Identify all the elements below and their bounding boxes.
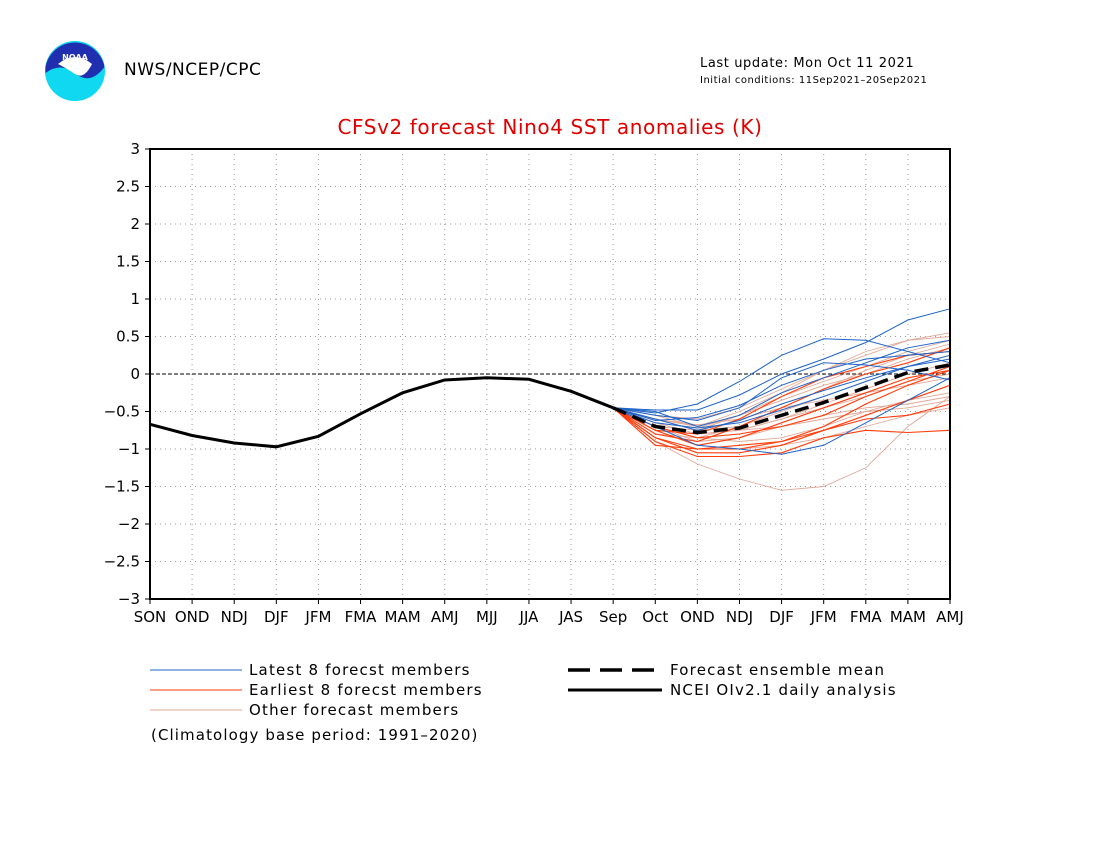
earliest-member-line <box>612 365 951 439</box>
earliest-member-line <box>612 350 951 435</box>
x-tick-label: JFM <box>810 608 837 626</box>
y-tick-labels: 3 2.5 2 1.5 1 0.5 0 −0.5 −1 −1.5 −2 −2.5 −3 <box>104 140 150 608</box>
latest-member-line <box>613 351 951 422</box>
noaa-logo-text: NOAA <box>62 53 88 62</box>
legend: Latest 8 forecst members Earliest 8 forec… <box>150 661 897 719</box>
x-tick-labels: SON OND NDJ DJF JFM FMA MAM AMJ MJJ JJA JAS Sep Oct O… <box>134 599 964 626</box>
x-tick-label: NDJ <box>221 608 248 626</box>
legend-label-earliest: Earliest 8 forecst members <box>249 681 483 699</box>
x-tick-label: JFM <box>304 608 331 626</box>
x-tick-label: AMJ <box>936 608 964 626</box>
earliest-member-line <box>612 369 951 446</box>
x-tick-label: JAS <box>558 608 583 626</box>
latest-member-line <box>613 339 951 428</box>
latest-member-line <box>613 354 951 429</box>
earliest-member-line <box>612 384 951 454</box>
y-tick-label: 0 <box>130 365 140 383</box>
y-tick-label: 0.5 <box>116 328 140 346</box>
org-label: NWS/NCEP/CPC <box>124 60 262 80</box>
latest-members <box>612 308 951 455</box>
y-tick-label: 2 <box>130 215 140 233</box>
latest-member-line <box>613 358 951 431</box>
legend-label-other: Other forecast members <box>249 701 459 719</box>
latest-member-line <box>612 377 951 455</box>
legend-label-latest: Latest 8 forecst members <box>249 661 471 679</box>
ensemble-mean-line <box>612 363 951 435</box>
y-tick-label: −1 <box>118 440 140 458</box>
latest-member-line <box>613 308 951 411</box>
latest-member-line <box>613 362 951 422</box>
analysis-line <box>149 376 614 449</box>
y-tick-label: −2 <box>118 515 140 533</box>
y-tick-label: −0.5 <box>104 403 140 421</box>
last-update-label: Last update: Mon Oct 11 2021 <box>700 56 915 71</box>
earliest-members <box>612 347 951 458</box>
y-tick-label: 1 <box>130 290 140 308</box>
y-tick-label: −2.5 <box>104 553 140 571</box>
y-tick-label: −3 <box>118 590 140 608</box>
x-tick-label: MJJ <box>476 608 498 626</box>
x-tick-label: OND <box>175 608 210 626</box>
x-tick-label: NDJ <box>726 608 753 626</box>
y-tick-label: 3 <box>130 140 140 158</box>
x-tick-label: JJA <box>519 608 540 626</box>
x-tick-label: DJF <box>769 608 794 626</box>
x-tick-label: AMJ <box>431 608 459 626</box>
other-member-line <box>612 396 951 491</box>
x-tick-label: Oct <box>642 608 668 626</box>
x-tick-label: MAM <box>385 608 421 626</box>
y-tick-label: 2.5 <box>116 178 140 196</box>
x-tick-label: OND <box>680 608 715 626</box>
x-tick-label: FMA <box>345 608 378 626</box>
earliest-member-line <box>612 403 951 450</box>
x-tick-label: DJF <box>264 608 289 626</box>
x-tick-label: SON <box>134 608 167 626</box>
noaa-logo: NOAA <box>44 40 106 102</box>
legend-label-analysis: NCEI OIv2.1 daily analysis <box>670 681 897 699</box>
initial-conditions-label: Initial conditions: 11Sep2021–20Sep2021 <box>700 75 928 86</box>
climatology-note: (Climatology base period: 1991–2020) <box>151 726 479 744</box>
y-tick-label: 1.5 <box>116 253 140 271</box>
x-tick-label: MAM <box>890 608 926 626</box>
chart-title: CFSv2 forecast Nino4 SST anomalies (K) <box>337 115 763 139</box>
earliest-member-line <box>612 347 951 443</box>
x-tick-label: Sep <box>599 608 627 626</box>
x-tick-label: FMA <box>850 608 883 626</box>
legend-label-mean: Forecast ensemble mean <box>670 661 885 679</box>
y-tick-label: −1.5 <box>104 478 140 496</box>
